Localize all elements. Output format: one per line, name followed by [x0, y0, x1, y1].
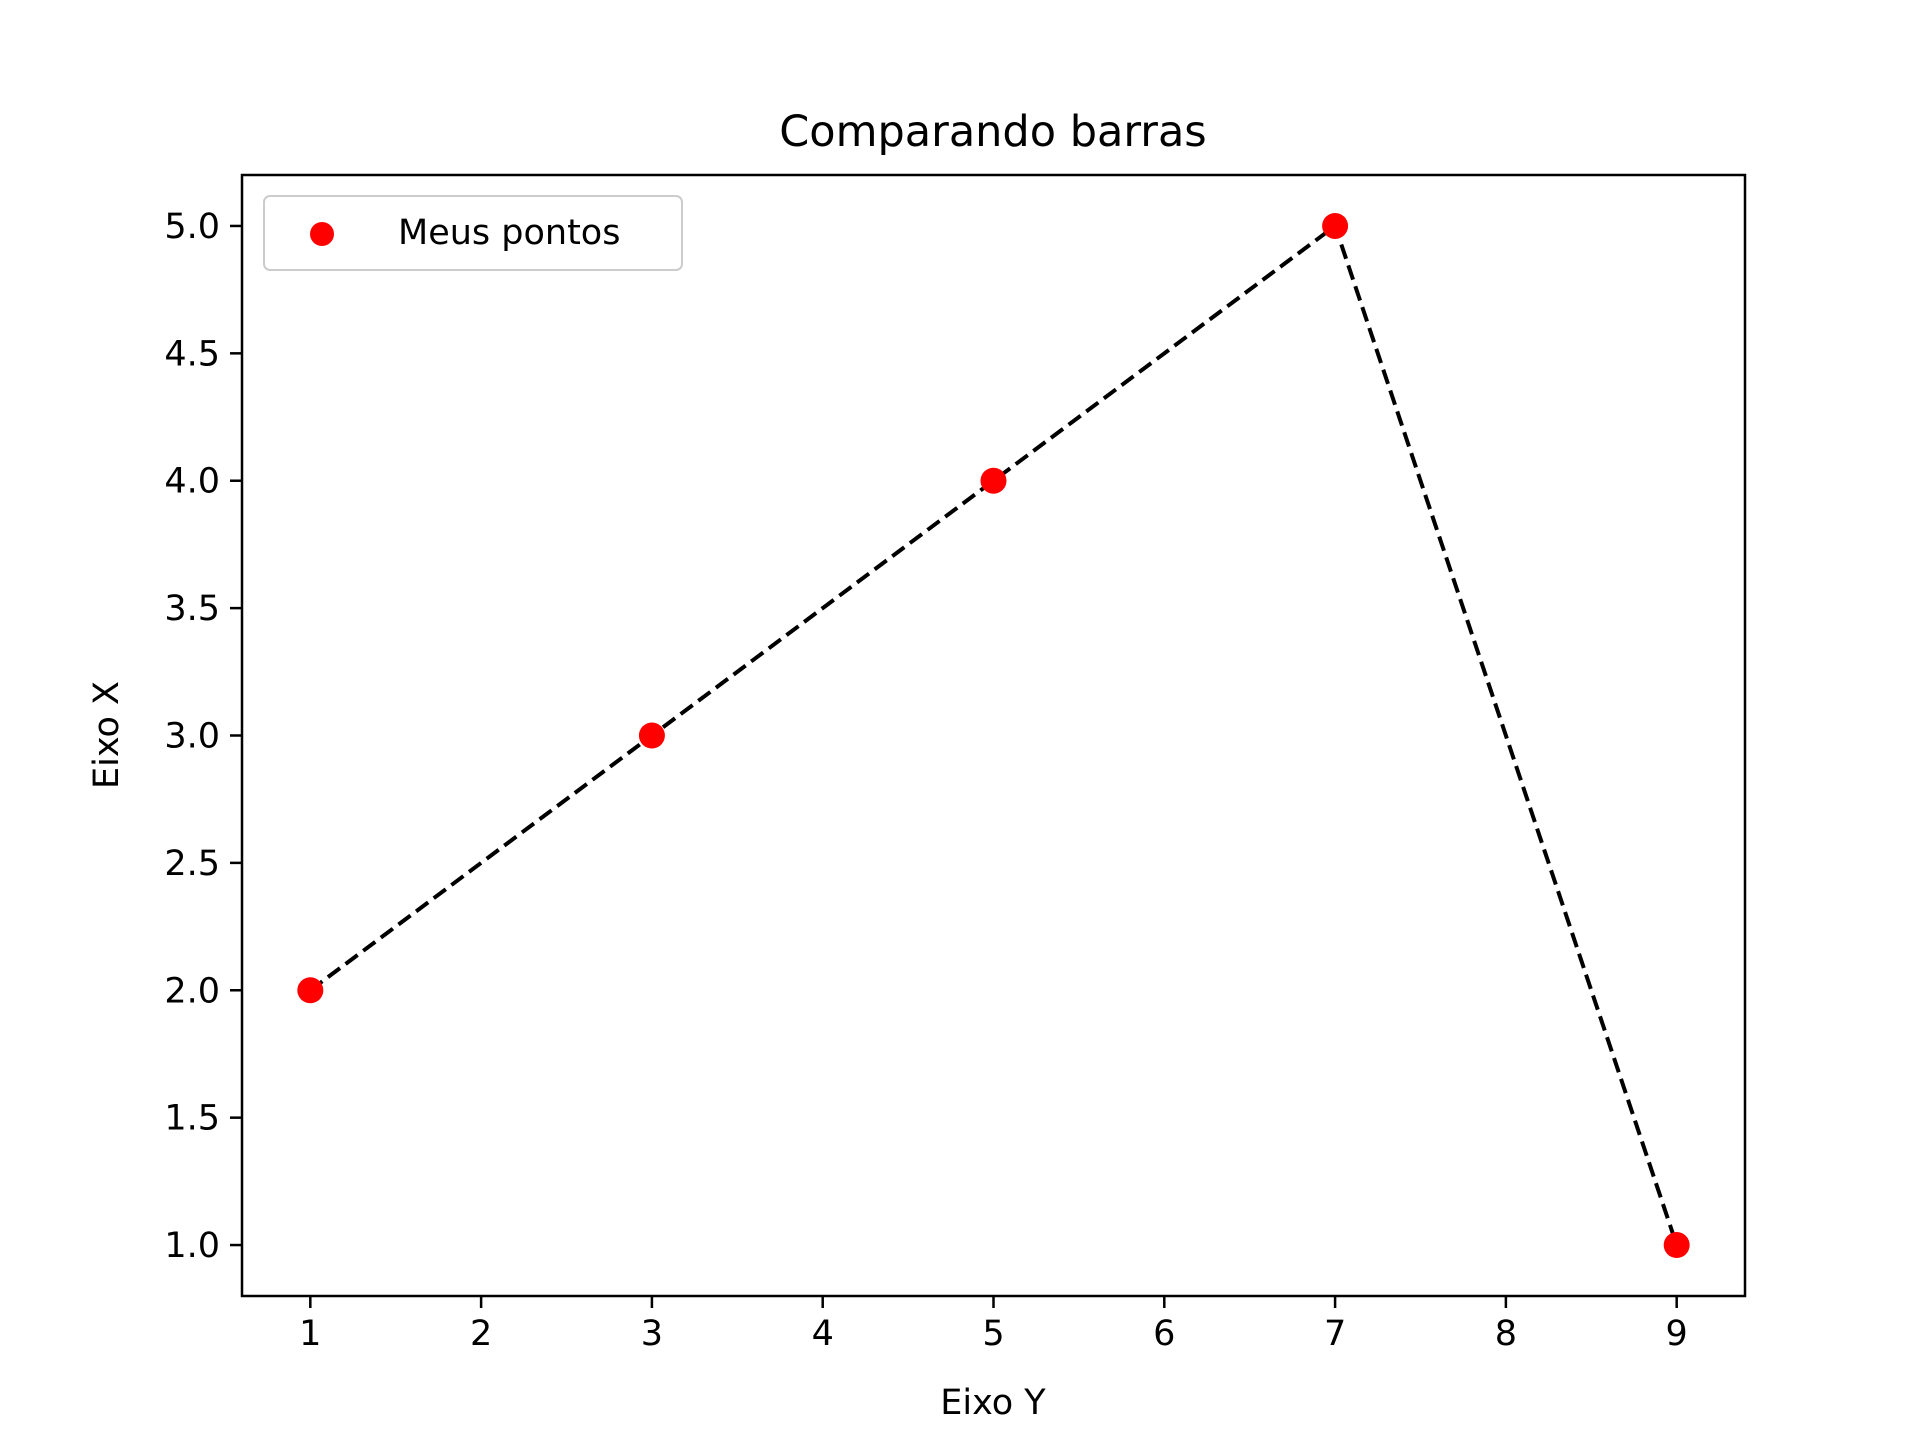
legend-label: Meus pontos — [398, 213, 620, 253]
x-ticks: 1 2 3 4 5 6 7 8 9 — [299, 1296, 1688, 1354]
x-tick-label: 9 — [1666, 1314, 1688, 1354]
x-tick-label: 5 — [982, 1314, 1004, 1354]
scatter-point — [1663, 1232, 1690, 1259]
y-tick-label: 2.5 — [164, 844, 220, 884]
y-tick-label: 4.5 — [164, 334, 220, 374]
legend-box — [263, 195, 683, 271]
scatter-point — [1322, 212, 1349, 239]
plot-area — [242, 175, 1745, 1296]
y-ticks: 1.0 1.5 2.0 2.5 3.0 3.5 4.0 4.5 5.0 — [164, 207, 242, 1266]
x-tick-label: 4 — [812, 1314, 834, 1354]
y-tick-label: 3.5 — [164, 589, 220, 629]
scatter-point — [638, 722, 665, 749]
x-tick-label: 8 — [1495, 1314, 1517, 1354]
y-tick-label: 3.0 — [164, 717, 220, 757]
scatter-point — [297, 977, 324, 1004]
y-axis-label: Eixo X — [87, 681, 127, 789]
chart-title: Comparando barras — [779, 107, 1206, 157]
x-tick-label: 6 — [1153, 1314, 1175, 1354]
y-tick-label: 4.0 — [164, 462, 220, 502]
x-tick-label: 7 — [1324, 1314, 1346, 1354]
line-series — [309, 222, 1679, 1246]
x-tick-label: 3 — [641, 1314, 663, 1354]
plot-frame — [240, 173, 1747, 1298]
x-tick-label: 2 — [470, 1314, 492, 1354]
x-axis-label: Eixo Y — [940, 1383, 1046, 1423]
x-tick-label: 1 — [299, 1314, 321, 1354]
y-tick-label: 1.5 — [164, 1099, 220, 1139]
y-tick-label: 2.0 — [164, 971, 220, 1011]
y-tick-label: 1.0 — [164, 1226, 220, 1266]
y-tick-label: 5.0 — [164, 207, 220, 247]
legend: Meus pontos — [263, 195, 683, 271]
dashed-line — [309, 222, 1679, 1246]
legend-marker — [310, 222, 334, 246]
scatter-point — [980, 467, 1007, 494]
scatter-series — [297, 212, 1690, 1259]
